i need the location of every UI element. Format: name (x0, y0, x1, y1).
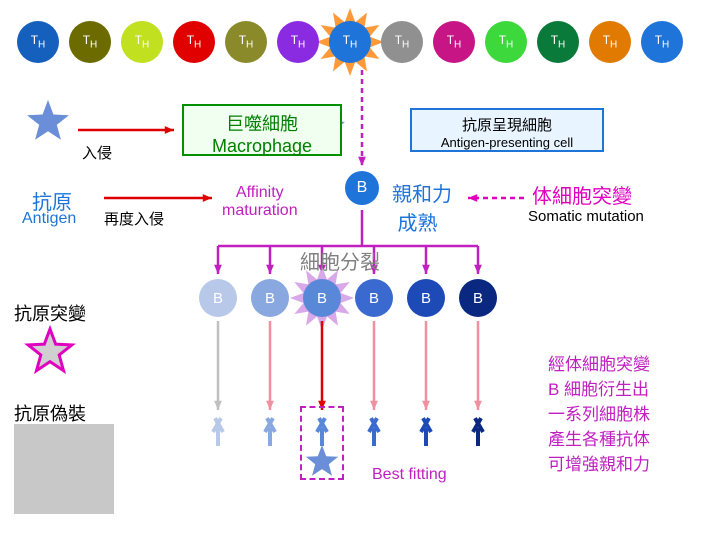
macrophage-box: 巨噬細胞Macrophage (182, 104, 342, 156)
antibody-3 (362, 416, 386, 446)
b-clone-1: B (251, 279, 289, 317)
th-cell-12: TH (641, 21, 683, 63)
th-cell-2: TH (121, 21, 163, 63)
antibody-5 (466, 416, 490, 446)
th-cell-11: TH (589, 21, 631, 63)
antibody-0 (206, 416, 230, 446)
th-cell-1: TH (69, 21, 111, 63)
th-cell-4: TH (225, 21, 267, 63)
antigen-star-icon (27, 100, 69, 140)
b-clone-4: B (407, 279, 445, 317)
b-clone-2: B (303, 279, 341, 317)
best-fit-box (300, 406, 344, 480)
b-cell-main: B (345, 171, 379, 205)
b-clone-5: B (459, 279, 497, 317)
antibody-4 (414, 416, 438, 446)
th-cell-6: TH (329, 21, 371, 63)
b-clone-3: B (355, 279, 393, 317)
th-cell-9: TH (485, 21, 527, 63)
th-cell-8: TH (433, 21, 475, 63)
antibody-1 (258, 416, 282, 446)
b-clone-0: B (199, 279, 237, 317)
th-cell-0: TH (17, 21, 59, 63)
apc-box: 抗原呈現細胞Antigen-presenting cell (410, 108, 604, 152)
th-cell-10: TH (537, 21, 579, 63)
th-cell-3: TH (173, 21, 215, 63)
th-cell-7: TH (381, 21, 423, 63)
camo-box (14, 424, 114, 514)
th-cell-5: TH (277, 21, 319, 63)
